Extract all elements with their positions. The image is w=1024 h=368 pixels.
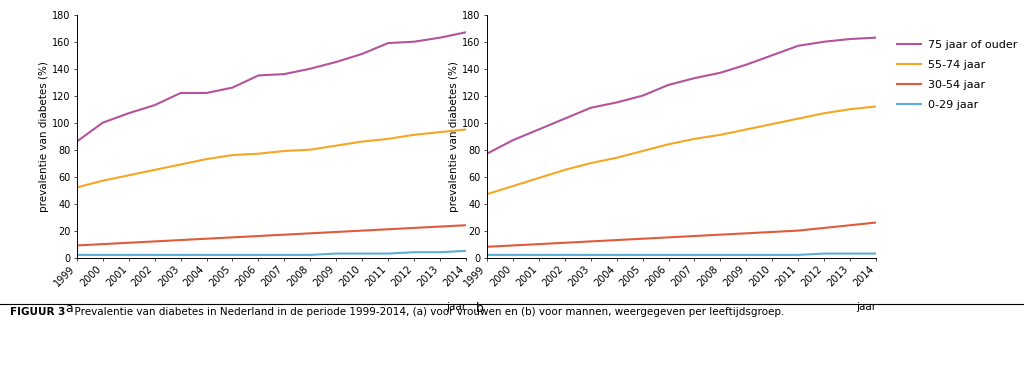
Text: b: b [476, 302, 483, 315]
Text: FIGUUR 3: FIGUUR 3 [10, 307, 66, 317]
Y-axis label: prevalentie van diabetes (%): prevalentie van diabetes (%) [39, 61, 49, 212]
Text: Prevalentie van diabetes in Nederland in de periode 1999-2014, (a) voor vrouwen : Prevalentie van diabetes in Nederland in… [68, 307, 784, 317]
Legend: 75 jaar of ouder, 55-74 jaar, 30-54 jaar, 0-29 jaar: 75 jaar of ouder, 55-74 jaar, 30-54 jaar… [897, 40, 1017, 110]
Text: jaar: jaar [445, 302, 466, 312]
Text: a: a [66, 302, 74, 315]
Text: jaar: jaar [856, 302, 877, 312]
Y-axis label: prevalentie van diabetes (%): prevalentie van diabetes (%) [450, 61, 460, 212]
